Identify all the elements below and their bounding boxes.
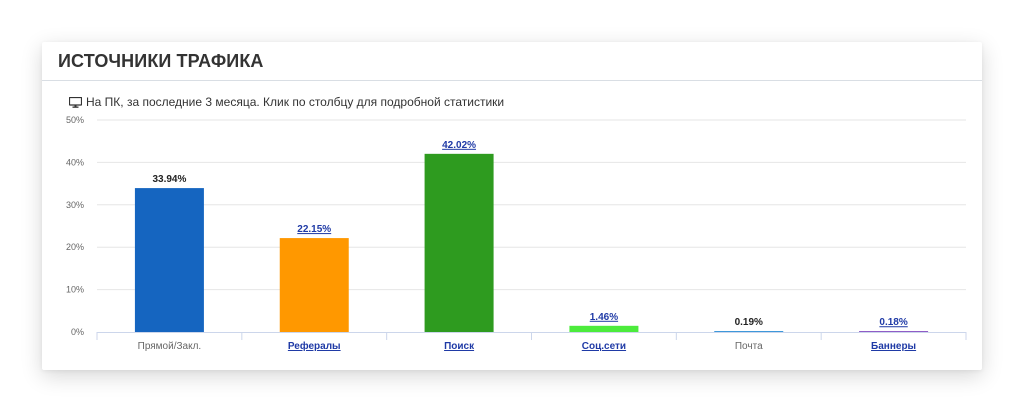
bar[interactable] [279,238,349,332]
bar[interactable] [424,153,494,332]
data-label: 0.19% [735,317,763,328]
y-tick-label: 20% [66,242,84,252]
x-category-label: Почта [735,341,763,352]
data-label[interactable]: 42.02% [442,140,476,151]
card-header: ИСТОЧНИКИ ТРАФИКА [42,42,982,81]
y-tick-label: 50% [66,115,84,125]
chart-subtitle: На ПК, за последние 3 месяца. Клик по ст… [69,95,504,109]
data-label: 33.94% [152,174,186,185]
y-tick-label: 30% [66,200,84,210]
data-label[interactable]: 1.46% [590,312,618,323]
bar[interactable] [134,188,204,332]
x-category-label[interactable]: Поиск [444,341,475,352]
x-category-label[interactable]: Соц.сети [582,341,626,352]
y-tick-label: 40% [66,157,84,167]
x-category-label[interactable]: Рефералы [288,340,341,352]
data-label[interactable]: 22.15% [297,224,331,235]
card-title: ИСТОЧНИКИ ТРАФИКА [58,51,264,71]
y-tick-label: 10% [66,285,84,295]
x-category-label: Прямой/Закл. [138,341,202,352]
chart-subtitle-text: На ПК, за последние 3 месяца. Клик по ст… [86,95,505,109]
x-category-label[interactable]: Баннеры [871,341,916,352]
bar[interactable] [569,325,639,332]
bar[interactable] [859,331,929,332]
data-label[interactable]: 0.18% [879,317,907,328]
y-tick-label: 0% [71,327,84,337]
monitor-icon [69,96,82,108]
bar[interactable] [714,331,784,332]
